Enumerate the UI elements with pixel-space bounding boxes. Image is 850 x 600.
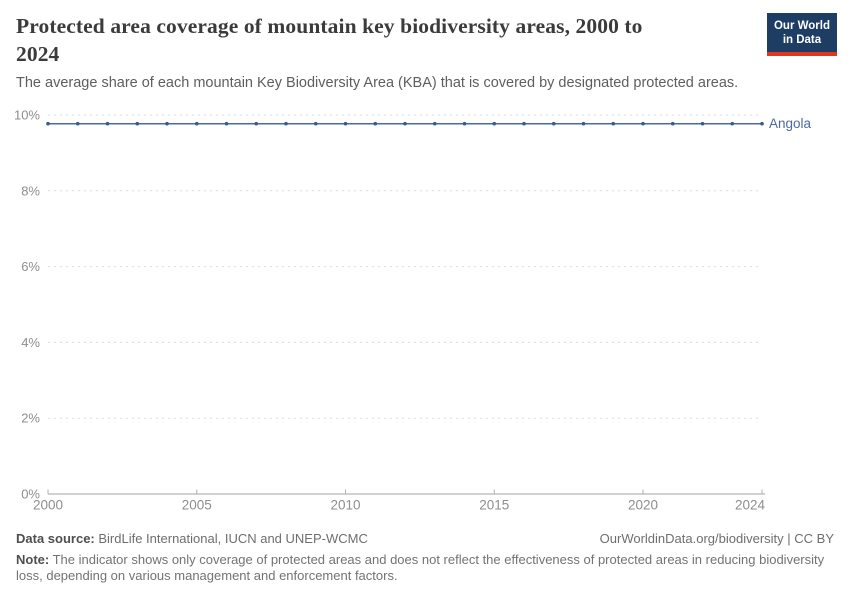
series-marker (165, 121, 169, 126)
footer-source-row: Data source: BirdLife International, IUC… (16, 531, 834, 547)
attribution-link[interactable]: OurWorldinData.org/biodiversity | CC BY (599, 531, 834, 546)
x-tick-label: 2024 (735, 498, 766, 513)
series-marker (313, 121, 318, 126)
series-marker (75, 121, 80, 126)
series-marker (343, 121, 348, 126)
series-marker (641, 121, 645, 126)
series-marker (611, 121, 616, 126)
x-tick-label: 2020 (628, 498, 658, 513)
series-end-label[interactable]: Angola (769, 116, 812, 131)
series-marker (46, 121, 50, 126)
chart-footer: Data source: BirdLife International, IUC… (16, 531, 834, 584)
x-tick-label: 2015 (479, 498, 509, 513)
data-source: Data source: BirdLife International, IUC… (16, 531, 368, 547)
y-tick-label: 2% (21, 411, 40, 426)
series-marker (224, 121, 229, 126)
footer-note: Note: The indicator shows only coverage … (16, 552, 834, 584)
series-marker (254, 121, 259, 126)
chart-title-line1: Protected area coverage of mountain key … (16, 14, 643, 38)
series-marker (105, 121, 110, 126)
y-tick-label: 8% (21, 183, 40, 198)
x-tick-label: 2005 (182, 498, 212, 513)
series-marker (581, 121, 586, 126)
series-marker (135, 121, 140, 126)
y-tick-label: 0% (21, 487, 40, 502)
chart-title-line2: 2024 (16, 42, 60, 66)
y-tick-label: 4% (21, 335, 40, 350)
series-marker (194, 121, 199, 126)
series-marker (432, 121, 437, 126)
series-marker (492, 121, 497, 126)
series-marker (551, 121, 556, 126)
series-marker (700, 121, 705, 126)
owid-logo-line2: in Data (782, 34, 822, 46)
data-source-text: BirdLife International, IUCN and UNEP-WC… (94, 531, 368, 546)
series-marker (730, 121, 735, 126)
chart-subtitle: The average share of each mountain Key B… (16, 75, 739, 91)
owid-logo[interactable]: Our World in Data (766, 13, 837, 56)
series-marker (670, 121, 675, 126)
series-marker (373, 121, 378, 126)
x-tick-label: 2010 (330, 498, 360, 513)
series-marker (403, 121, 407, 126)
y-tick-label: 6% (21, 259, 40, 274)
note-text: The indicator shows only coverage of pro… (16, 552, 825, 583)
x-tick-label: 2000 (33, 498, 63, 513)
chart-title: Protected area coverage of mountain key … (16, 12, 746, 68)
series-marker (284, 121, 288, 126)
data-source-label: Data source: (16, 531, 95, 546)
series-marker (760, 121, 764, 126)
owid-logo-line1: Our World (773, 20, 830, 32)
y-tick-label: 10% (14, 108, 40, 123)
series-marker (462, 121, 467, 126)
series-marker (522, 121, 526, 126)
note-label: Note: (16, 552, 50, 567)
